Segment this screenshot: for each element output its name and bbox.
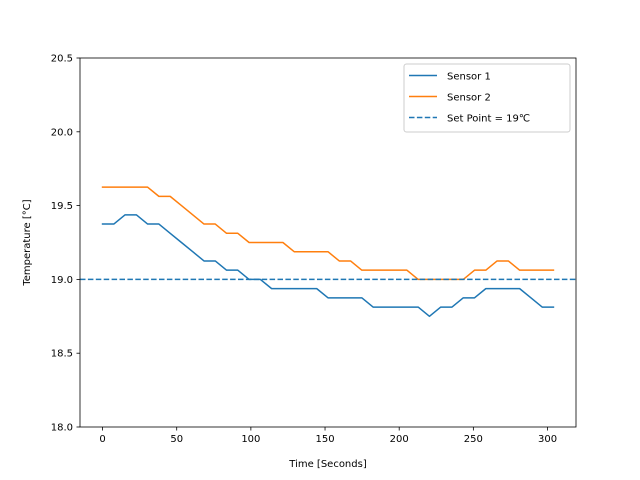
y-tick-label: 18.0	[51, 423, 73, 434]
legend-label: Sensor 1	[447, 72, 491, 83]
legend-box	[403, 63, 571, 133]
x-axis-label: Time [Seconds]	[288, 459, 367, 470]
x-tick-label: 0	[99, 434, 105, 445]
series-line-sensor-2	[101, 186, 555, 281]
x-tick-label: 150	[315, 434, 334, 445]
x-tick-label: 250	[464, 434, 483, 445]
plot-area: 0 50 100 150 200 250 300 18.0 18.5 19.0 19.5 20.0 20…	[51, 54, 577, 445]
y-tick-label: 20.5	[51, 54, 73, 65]
legend-label: Set Point = 19℃	[447, 114, 530, 125]
x-tick-label: 50	[170, 434, 183, 445]
axes-frame	[79, 57, 577, 428]
x-tick-label: 200	[390, 434, 409, 445]
x-tick-label: 300	[538, 434, 557, 445]
y-tick-label: 19.5	[51, 201, 73, 212]
x-tick-label: 100	[241, 434, 260, 445]
legend: Sensor 1 Sensor 2 Set Point = 19℃	[403, 63, 571, 133]
legend-label: Sensor 2	[447, 93, 491, 104]
y-tick-label: 20.0	[51, 127, 73, 138]
series-line-sensor-1	[101, 214, 555, 318]
y-tick-label: 18.5	[51, 349, 73, 360]
y-axis-label: Temperature [°C]	[22, 199, 33, 286]
y-tick-label: 19.0	[51, 275, 73, 286]
